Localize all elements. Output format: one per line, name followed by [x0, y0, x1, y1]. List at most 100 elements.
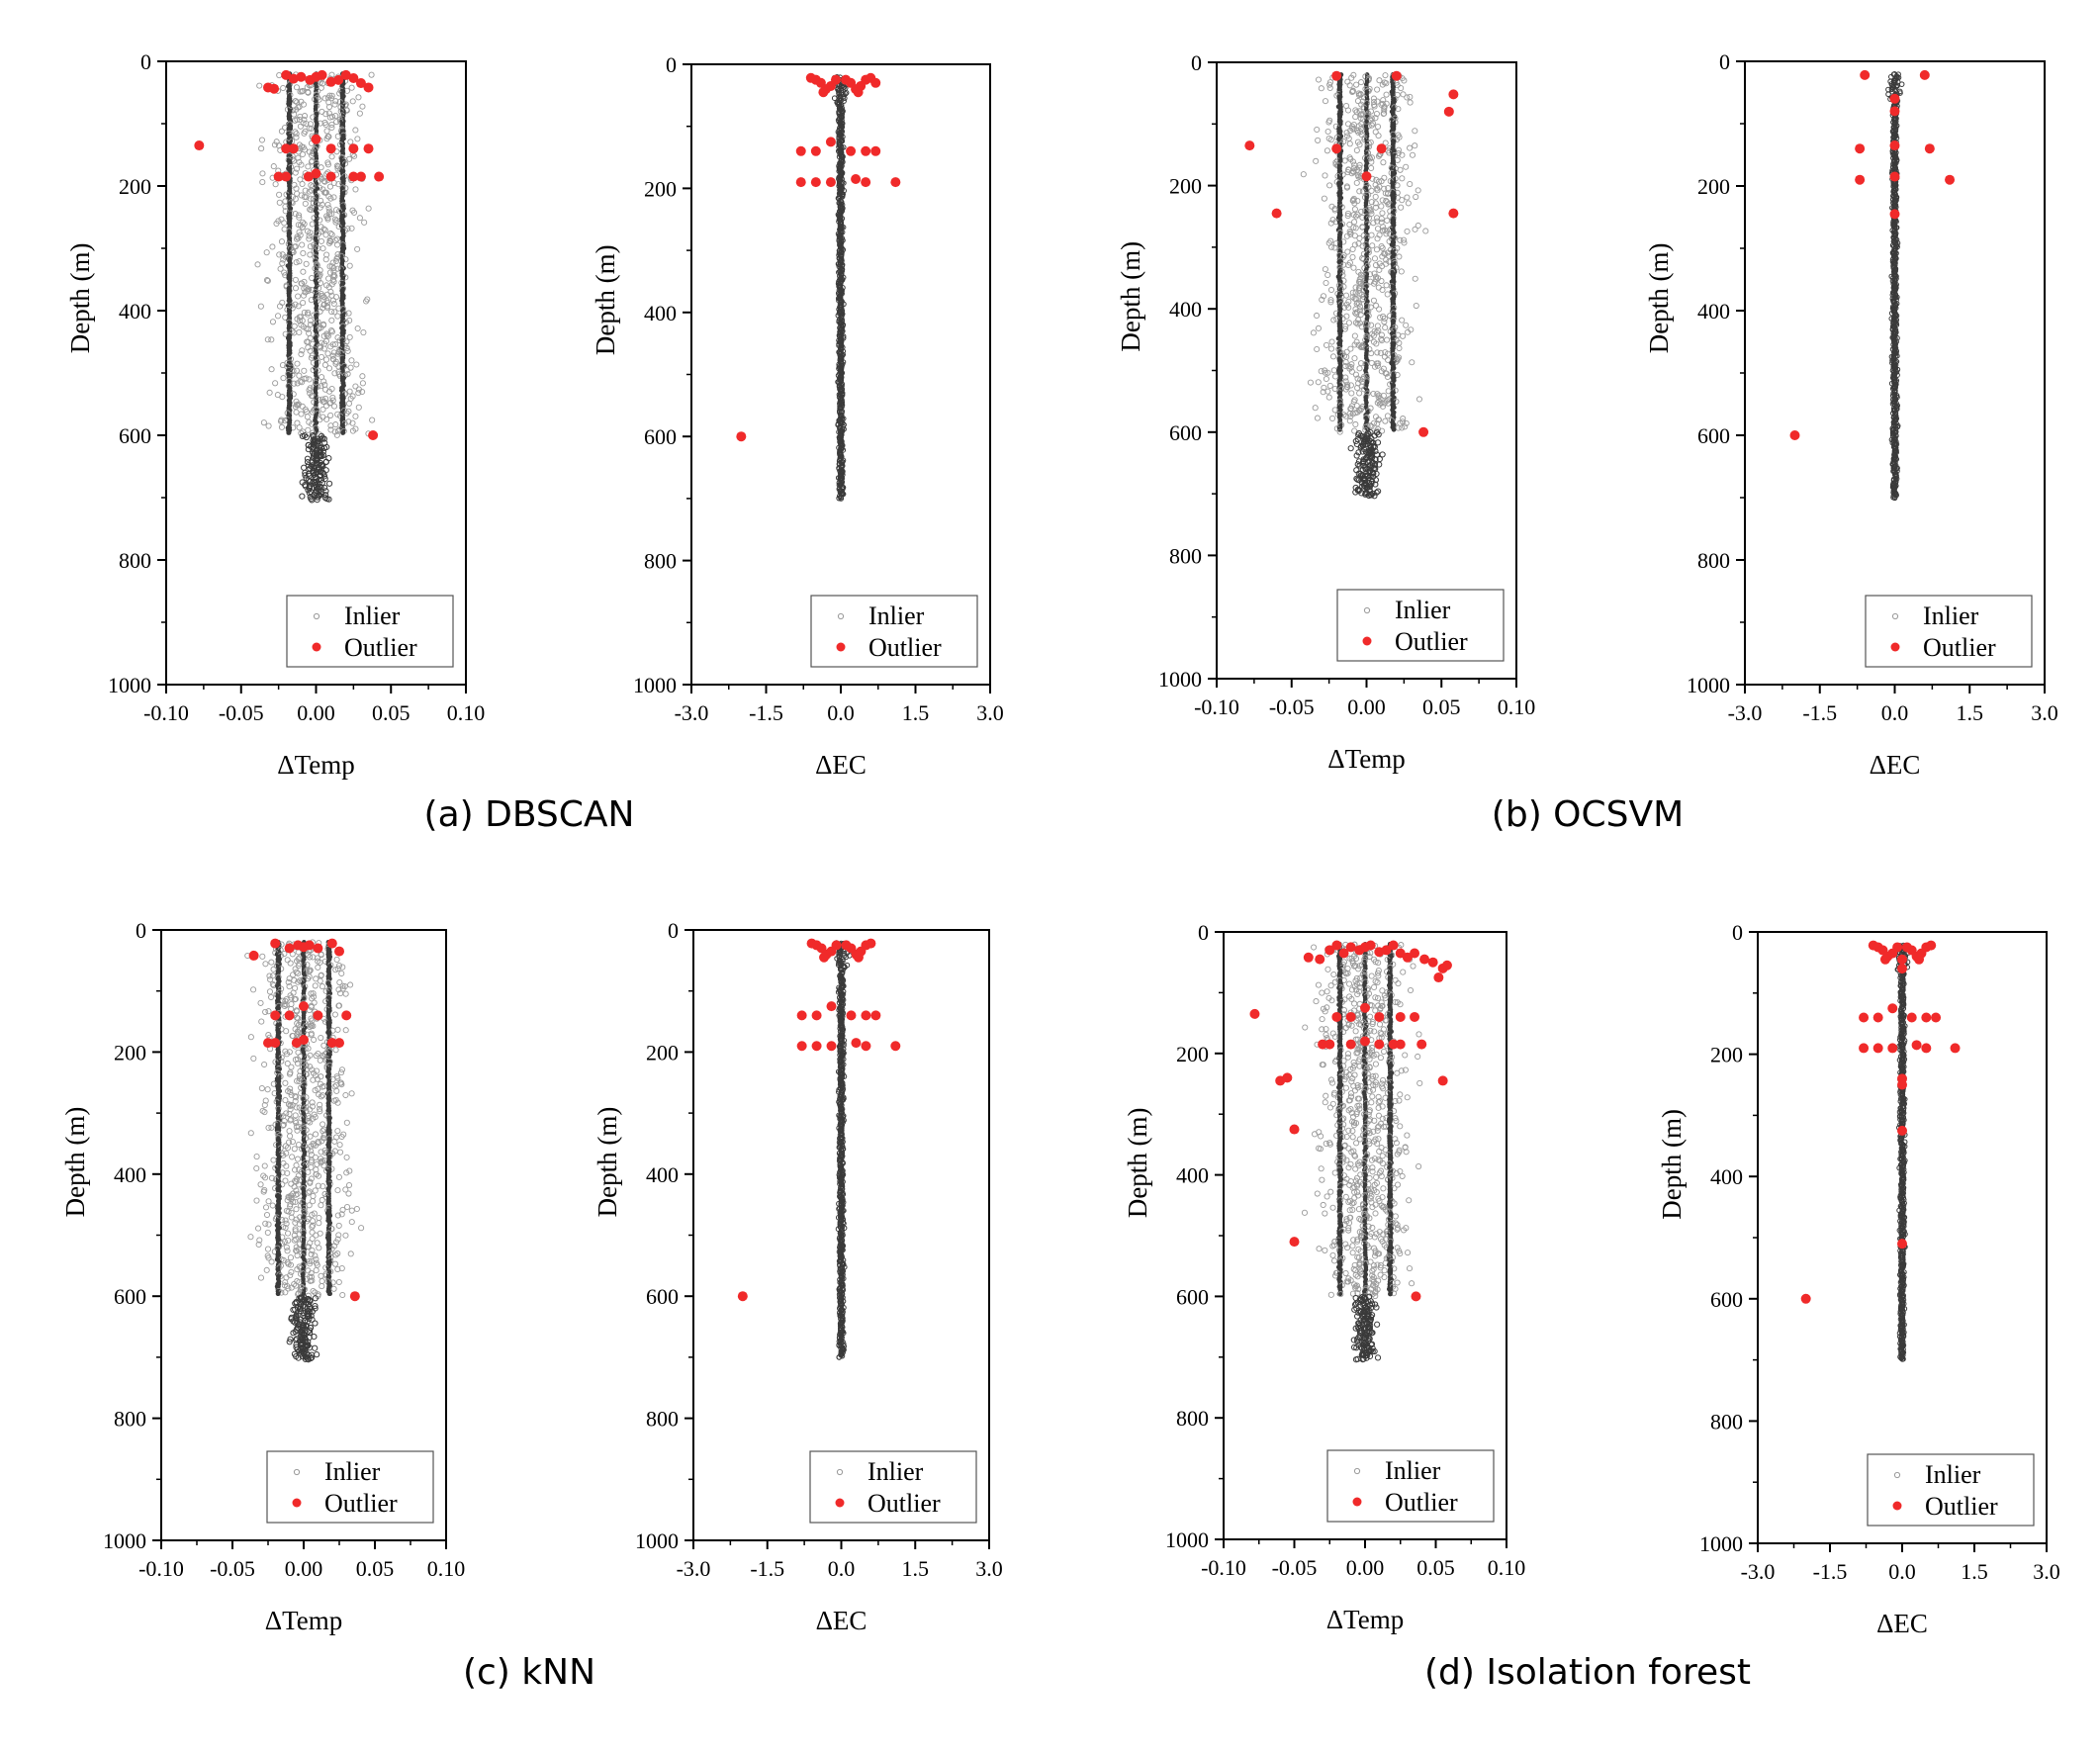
inlier-point	[321, 95, 328, 102]
y-tick-label: 800	[119, 548, 151, 573]
inlier-point	[1333, 316, 1340, 323]
outlier-point	[340, 69, 351, 80]
inlier-point	[1359, 242, 1366, 249]
inlier-point	[314, 494, 320, 501]
inlier-point	[1350, 264, 1357, 271]
y-tick-label: 800	[1697, 548, 1730, 573]
inlier-point	[299, 403, 306, 410]
inlier-point	[1352, 410, 1359, 417]
inlier-point	[1372, 204, 1379, 211]
outlier-point	[825, 177, 836, 188]
inlier-point	[352, 413, 359, 419]
inlier-point	[1398, 204, 1405, 211]
inlier-point	[323, 251, 330, 258]
inlier-point	[307, 954, 314, 961]
inlier-point	[326, 183, 334, 190]
inlier-point	[1328, 345, 1335, 352]
inlier-point	[1352, 371, 1359, 378]
outlier-point	[851, 173, 862, 184]
inlier-point	[299, 241, 306, 248]
inlier-point	[265, 422, 272, 429]
inlier-point	[361, 219, 368, 226]
inlier-point	[1328, 415, 1336, 421]
inlier-point	[1358, 208, 1365, 215]
outlier-point	[1244, 140, 1255, 151]
inlier-point	[352, 127, 359, 134]
inlier-point	[328, 121, 335, 128]
inlier-point	[1374, 391, 1381, 398]
inlier-point	[280, 256, 287, 263]
outlier-point	[325, 76, 336, 87]
inlier-point	[332, 358, 339, 365]
inlier-point	[1402, 423, 1409, 430]
inlier-point	[306, 490, 313, 497]
inlier-point	[1372, 115, 1379, 122]
inlier-point	[1396, 344, 1403, 352]
inlier-point	[1412, 128, 1418, 135]
y-tick-label: 1000	[108, 673, 151, 697]
inlier-point	[1383, 256, 1390, 263]
inlier-point	[1344, 78, 1351, 85]
inlier-point	[313, 492, 320, 500]
inlier-point	[354, 136, 361, 142]
inlier-point	[307, 251, 314, 258]
inlier-point	[1384, 291, 1391, 298]
inlier-point	[263, 249, 270, 256]
outlier-point	[288, 73, 299, 84]
inlier-point	[1368, 187, 1375, 194]
inlier-point	[321, 484, 328, 492]
inlier-point	[306, 188, 313, 195]
inlier-point	[259, 953, 266, 960]
inlier-point	[298, 161, 305, 168]
inlier-point	[324, 201, 331, 208]
inlier-point	[318, 84, 324, 91]
inlier-point	[1371, 270, 1378, 277]
y-axis-title: Depth (m)	[591, 244, 620, 355]
inlier-point	[1397, 236, 1404, 243]
inlier-point	[1370, 390, 1377, 398]
inlier-point	[323, 213, 330, 220]
inlier-point	[1360, 293, 1367, 300]
inlier-point	[325, 99, 332, 106]
legend-inlier-label: Inlier	[1923, 602, 1979, 630]
inlier-point	[287, 960, 294, 967]
inlier-point	[333, 119, 340, 126]
inlier-point	[1352, 489, 1359, 496]
inlier-point	[1343, 129, 1350, 137]
inlier-point	[317, 959, 323, 966]
inlier-point	[293, 131, 300, 138]
outlier-point	[363, 82, 374, 93]
inlier-point	[1348, 170, 1355, 177]
inlier-point	[279, 362, 287, 369]
inlier-point	[1329, 217, 1336, 224]
outlier-point	[1443, 106, 1454, 117]
inlier-point	[281, 417, 289, 424]
outlier-point	[355, 78, 366, 89]
x-tick-label: -1.5	[1802, 700, 1837, 725]
inlier-point	[296, 328, 303, 335]
inlier-point	[292, 276, 299, 283]
inlier-point	[1360, 286, 1367, 293]
outlier-point	[1889, 93, 1900, 104]
inlier-point	[1367, 491, 1374, 499]
inlier-point	[1359, 378, 1366, 385]
inlier-point	[1315, 137, 1322, 143]
inlier-point	[328, 309, 335, 316]
inlier-points	[1885, 71, 1905, 502]
inlier-point	[1382, 417, 1389, 424]
inlier-point	[344, 347, 351, 354]
inlier-point	[1381, 107, 1388, 114]
inlier-point	[1328, 338, 1335, 345]
outlier-point	[281, 143, 292, 154]
inlier-point	[335, 305, 342, 312]
inlier-point	[1356, 462, 1363, 469]
inlier-point	[279, 394, 286, 401]
inlier-point	[299, 493, 306, 500]
y-tick-label: 200	[1697, 174, 1730, 199]
inlier-point	[334, 165, 341, 172]
outlier-points	[1244, 70, 1459, 437]
inlier-point	[298, 350, 305, 358]
inlier-point	[1352, 225, 1359, 231]
inlier-point	[1348, 74, 1355, 81]
